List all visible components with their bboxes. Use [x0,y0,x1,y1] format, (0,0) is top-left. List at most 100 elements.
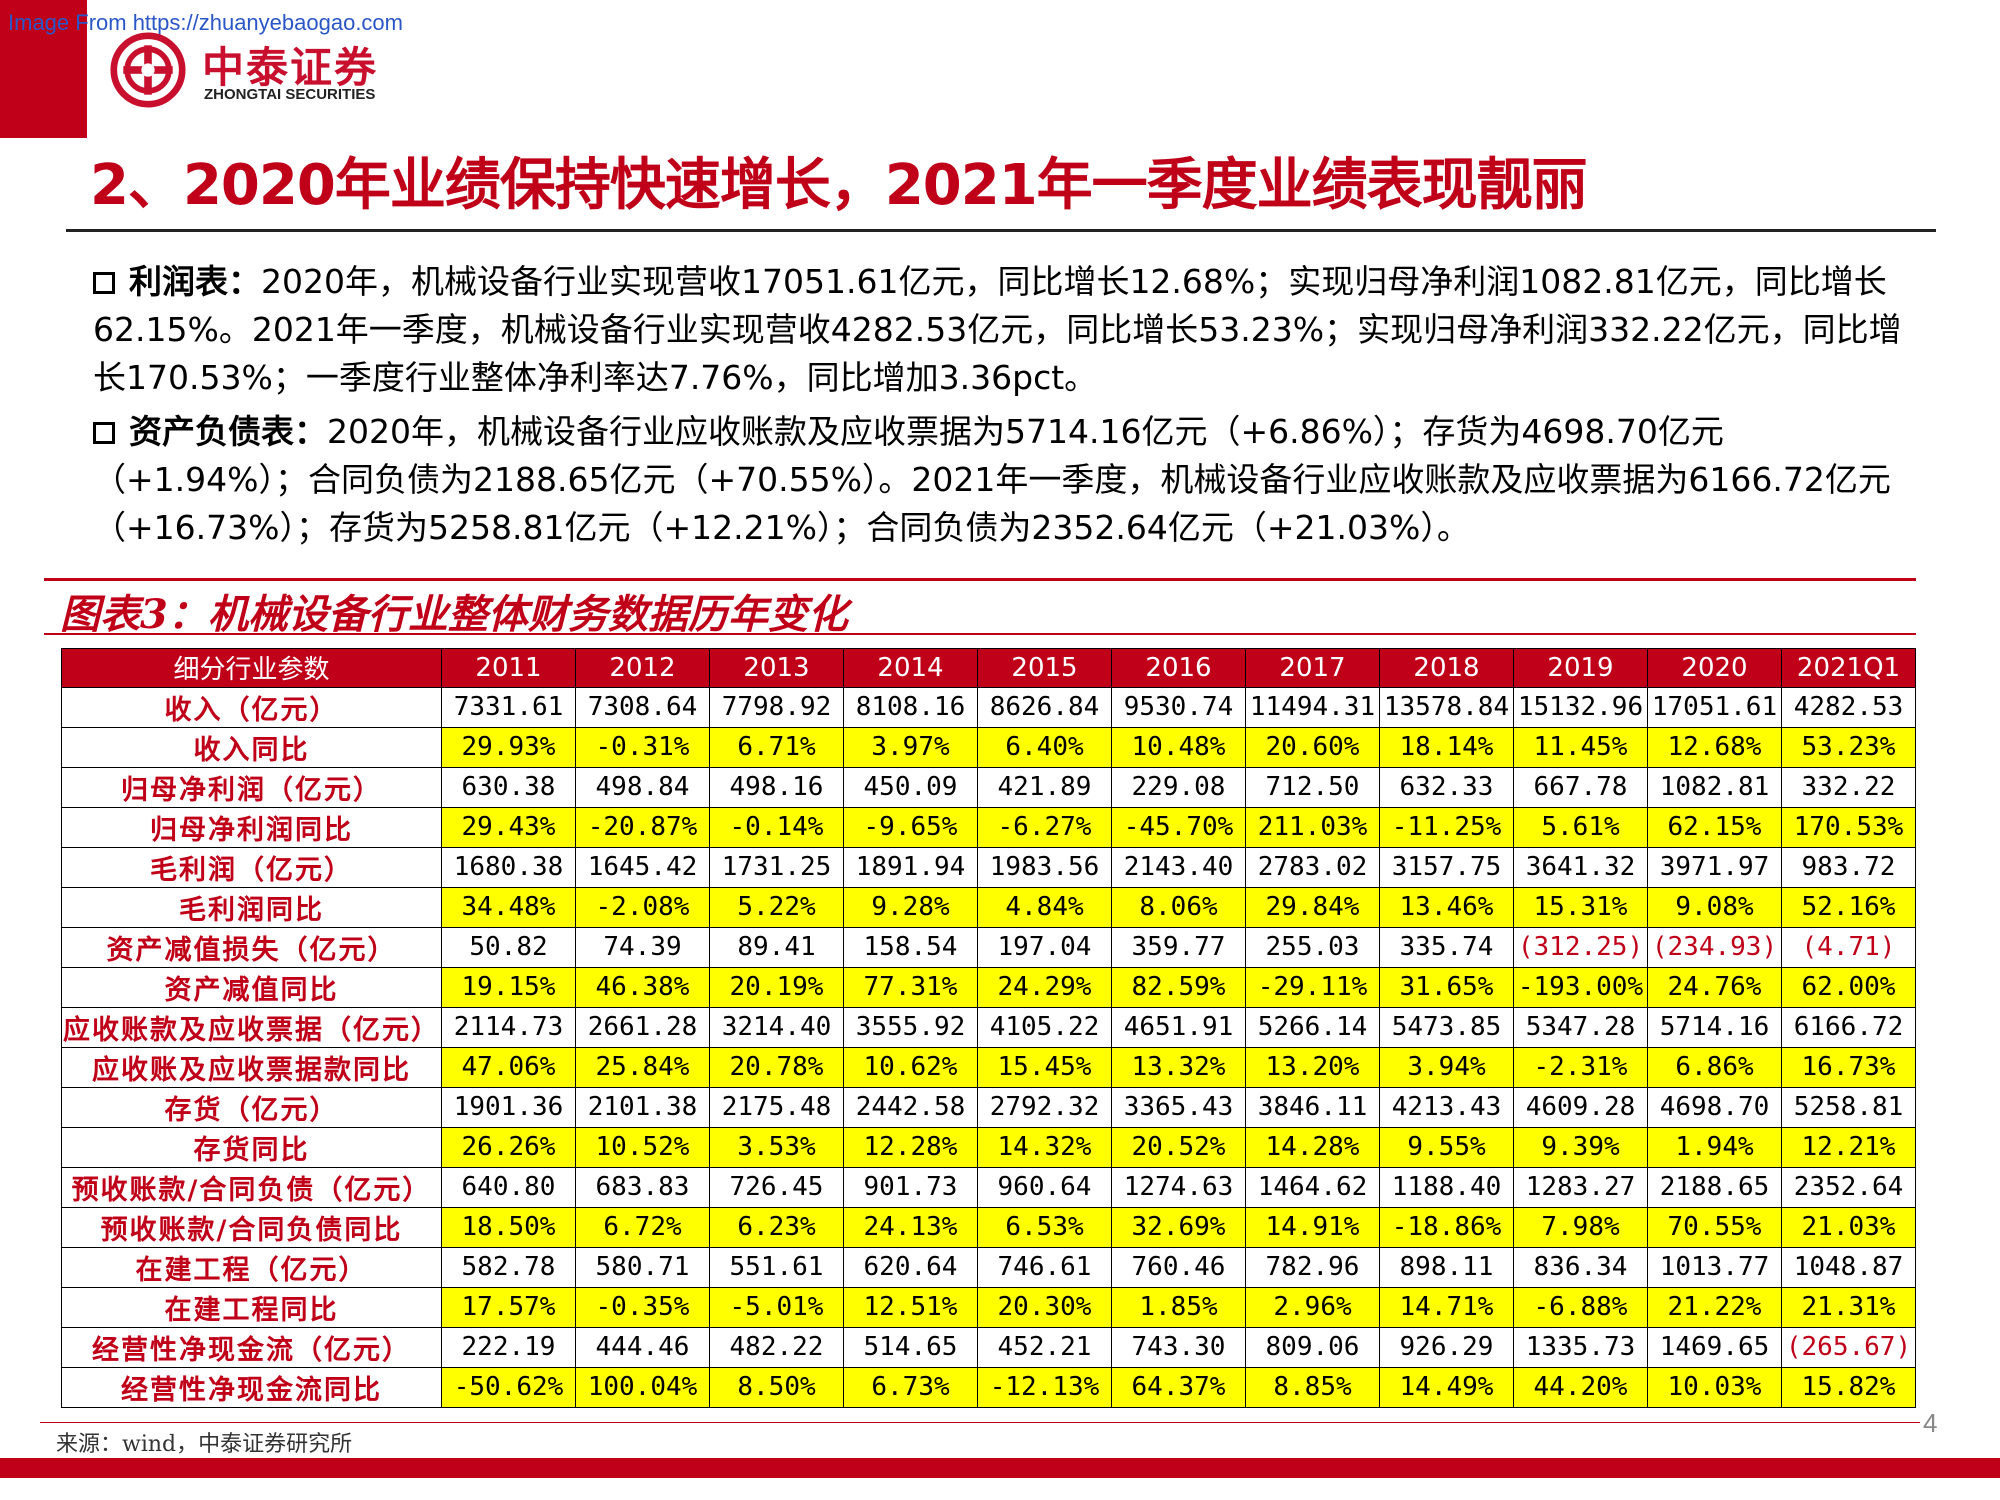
logo-cn: 中泰证券 [202,43,379,92]
table-cell: 50.82 [441,926,576,968]
table-cell: 8.50% [709,1366,844,1408]
table-cell: 335.74 [1379,926,1514,968]
table-cell: 229.08 [1111,766,1246,808]
table-cell: 836.34 [1513,1246,1648,1288]
paragraph-lead: 资产负债表： [129,412,327,451]
table-cell: 13578.84 [1379,686,1514,728]
table-cell: 7308.64 [575,686,710,728]
table-cell: 47.06% [441,1046,576,1088]
page-number: 4 [1923,1408,1938,1438]
table-cell: -9.65% [843,806,978,848]
checkbox-bullet-icon [93,272,115,294]
table-cell: 158.54 [843,926,978,968]
watermark-link[interactable]: Image From https://zhuanyebaogao.com [8,10,403,35]
table-cell: 100.04% [575,1366,710,1408]
table-header-year: 2015 [977,648,1112,688]
row-label: 应收账及应收票据款同比 [61,1046,442,1088]
table-cell: 901.73 [843,1166,978,1208]
row-label: 预收账款/合同负债（亿元） [61,1166,442,1208]
financial-data-table: 细分行业参数 2011 2012 2013 2014 2015 2016 2017 2018 20… [61,648,1916,1408]
table-cell: -45.70% [1111,806,1246,848]
table-cell: 1188.40 [1379,1166,1514,1208]
table-cell: 17.57% [441,1286,576,1328]
table-cell: 1283.27 [1513,1166,1648,1208]
row-label: 资产减值同比 [61,966,442,1008]
table-cell: 21.31% [1781,1286,1916,1328]
table-cell: 630.38 [441,766,576,808]
table-cell: 16.73% [1781,1046,1916,1088]
table-row: 资产减值同比 19.15% 46.38% 20.19% 77.31% 24.29% 82.5… [61,966,1916,1008]
table-cell: 667.78 [1513,766,1648,808]
footer-bar [0,1458,2000,1478]
table-cell: 5473.85 [1379,1006,1514,1048]
table-cell: (265.67) [1781,1326,1916,1368]
row-label: 毛利润同比 [61,886,442,928]
table-cell: 24.13% [843,1206,978,1248]
table-cell: 3555.92 [843,1006,978,1048]
table-row: 毛利润同比 34.48% -2.08% 5.22% 9.28% 4.84% 8.06% 29.… [61,886,1916,928]
table-cell: 3.97% [843,726,978,768]
source-note: 来源：wind，中泰证券研究所 [56,1432,353,1457]
table-cell: 482.22 [709,1326,844,1368]
table-cell: (312.25) [1513,926,1648,968]
table-cell: 2783.02 [1245,846,1380,888]
table-cell: -2.08% [575,886,710,928]
row-label: 应收账款及应收票据（亿元） [61,1006,442,1048]
row-label: 归母净利润（亿元） [61,766,442,808]
table-cell: 452.21 [977,1326,1112,1368]
table-cell: 15.82% [1781,1366,1916,1408]
table-cell: 1901.36 [441,1086,576,1128]
table-cell: (234.93) [1647,926,1782,968]
table-cell: 197.04 [977,926,1112,968]
table-cell: 32.69% [1111,1206,1246,1248]
table-cell: 19.15% [441,966,576,1008]
table-cell: 6.86% [1647,1046,1782,1088]
table-cell: 5347.28 [1513,1006,1648,1048]
table-cell: 4105.22 [977,1006,1112,1048]
table-cell: 53.23% [1781,726,1916,768]
figure-bottom-rule [44,633,1916,635]
table-cell: 3157.75 [1379,846,1514,888]
table-cell: 14.28% [1245,1126,1380,1168]
table-cell: 2175.48 [709,1086,844,1128]
title-divider [66,229,1936,232]
table-cell: 7798.92 [709,686,844,728]
table-cell: 15132.96 [1513,686,1648,728]
table-header-year: 2014 [843,648,978,688]
figure-top-rule [44,578,1916,581]
table-cell: 5.22% [709,886,844,928]
table-cell: 13.46% [1379,886,1514,928]
row-label: 资产减值损失（亿元） [61,926,442,968]
table-cell: -18.86% [1379,1206,1514,1248]
table-cell: 1645.42 [575,846,710,888]
table-row: 预收账款/合同负债同比 18.50% 6.72% 6.23% 24.13% 6.53% 32… [61,1206,1916,1248]
table-cell: 1469.65 [1647,1326,1782,1368]
table-cell: -50.62% [441,1366,576,1408]
profit-statement-paragraph: 利润表：2020年，机械设备行业实现营收17051.61亿元，同比增长12.68… [93,258,1913,402]
table-header-label: 细分行业参数 [61,648,442,688]
table-cell: 62.15% [1647,806,1782,848]
table-cell: -12.13% [977,1366,1112,1408]
table-cell: 20.19% [709,966,844,1008]
table-cell: 52.16% [1781,886,1916,928]
table-cell: 10.48% [1111,726,1246,768]
paragraph-text: 2020年，机械设备行业应收账款及应收票据为5714.16亿元（+6.86%）；… [93,412,1891,547]
table-cell: 683.83 [575,1166,710,1208]
table-header-year: 2018 [1379,648,1514,688]
table-cell: 4282.53 [1781,686,1916,728]
table-row: 在建工程（亿元） 582.78 580.71 551.61 620.64 746.61 76… [61,1246,1916,1288]
table-cell: 5714.16 [1647,1006,1782,1048]
table-cell: 29.43% [441,806,576,848]
table-cell: 10.03% [1647,1366,1782,1408]
table-cell: 11494.31 [1245,686,1380,728]
corner-red-block [0,0,87,138]
table-cell: 6.23% [709,1206,844,1248]
table-cell: 1731.25 [709,846,844,888]
table-cell: 211.03% [1245,806,1380,848]
table-cell: 4.84% [977,886,1112,928]
table-cell: 64.37% [1111,1366,1246,1408]
table-cell: 13.32% [1111,1046,1246,1088]
table-cell: 5258.81 [1781,1086,1916,1128]
table-cell: -20.87% [575,806,710,848]
table-cell: 34.48% [441,886,576,928]
